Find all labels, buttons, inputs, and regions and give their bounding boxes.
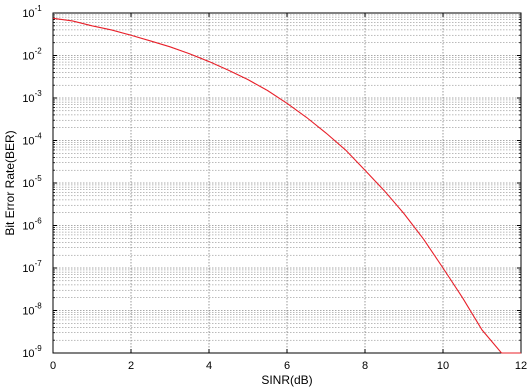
series bbox=[52, 17, 521, 354]
ticks bbox=[52, 12, 522, 354]
x-tick-label: 10 bbox=[437, 360, 449, 372]
y-tick-label: 10-1 bbox=[22, 4, 42, 20]
x-tick-label: 4 bbox=[206, 360, 212, 372]
y-tick-label: 10-2 bbox=[22, 47, 42, 63]
x-tick-label: 0 bbox=[50, 360, 56, 372]
x-tick-label: 6 bbox=[284, 360, 290, 372]
y-tick-label: 10-7 bbox=[22, 259, 42, 275]
labels: 0 2 4 6 8 10 12 10-1 10-2 10-3 10-4 10-5 10-6 10-7 10-… bbox=[22, 4, 527, 372]
grid bbox=[53, 13, 521, 353]
y-tick-label: 10-9 bbox=[22, 344, 42, 360]
ber-curve bbox=[52, 17, 521, 354]
x-tick-label: 8 bbox=[362, 360, 368, 372]
x-axis-label: SINR(dB) bbox=[261, 373, 312, 387]
x-tick-label: 12 bbox=[515, 360, 527, 372]
y-tick-label: 10-3 bbox=[22, 89, 42, 105]
y-axis-label: Bit Error Rate(BER) bbox=[3, 130, 17, 235]
x-tick-label: 2 bbox=[128, 360, 134, 372]
y-tick-label: 10-4 bbox=[22, 132, 42, 148]
y-tick-label: 10-5 bbox=[22, 174, 42, 190]
y-tick-label: 10-8 bbox=[22, 302, 42, 318]
y-tick-label: 10-6 bbox=[22, 217, 42, 233]
